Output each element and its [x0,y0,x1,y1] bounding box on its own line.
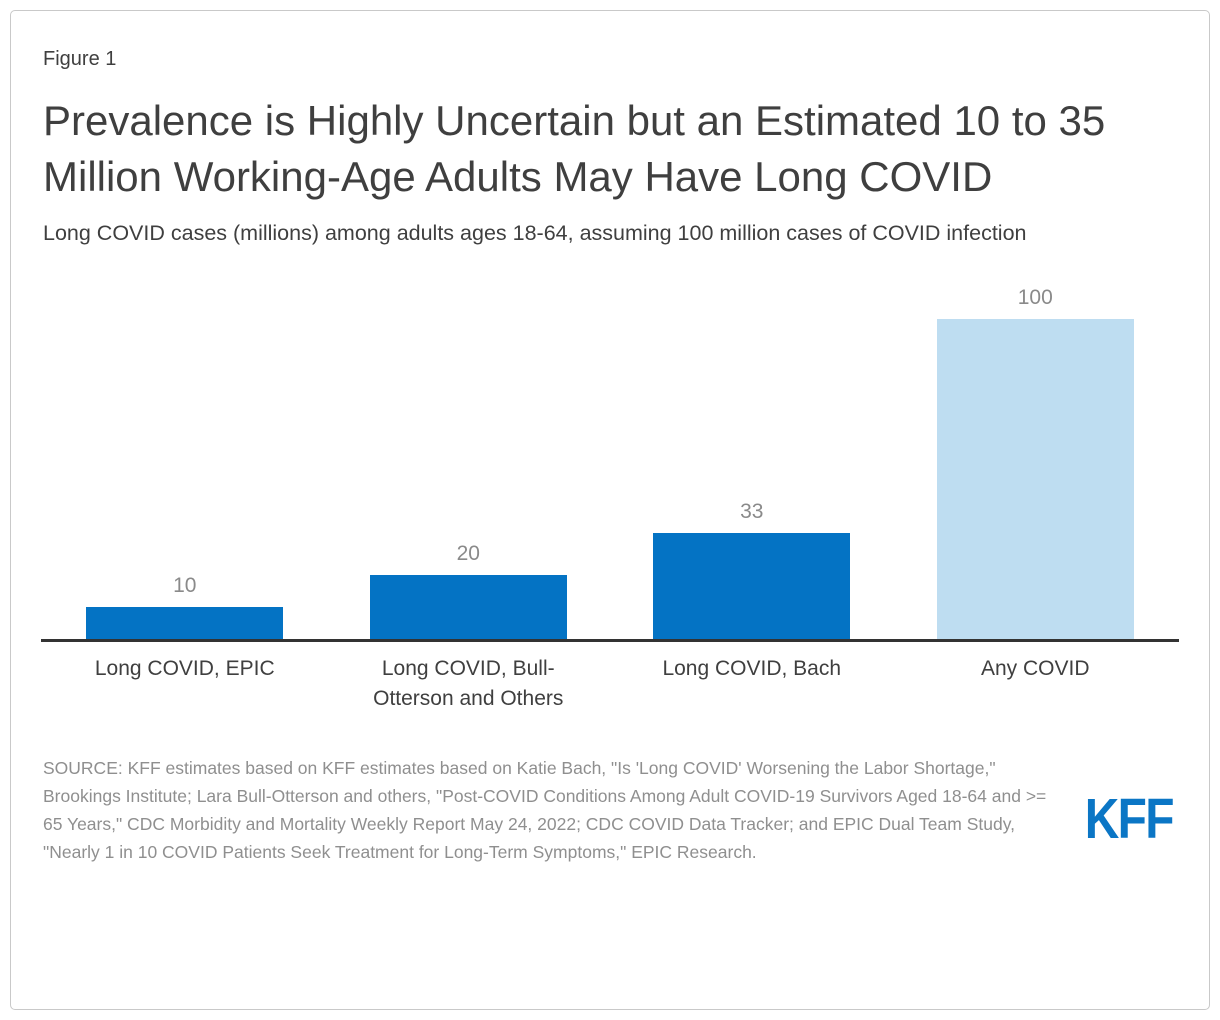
bar-slot: 100 [894,286,1178,639]
kff-logo: KFF [1084,787,1175,851]
bar [369,575,567,639]
x-axis-line [41,639,1179,642]
x-axis-label-text: Long COVID, Bull-Otterson and Others [373,657,564,710]
figure-label: Figure 1 [43,48,117,70]
bar-slot: 10 [43,574,327,639]
x-axis-labels: Long COVID, EPIC Long COVID, Bull-Otterso… [43,654,1177,714]
bar [86,607,284,639]
footer: SOURCE: KFF estimates based on KFF estim… [43,754,1177,866]
plot-area: 10 20 33 100 [43,272,1177,639]
x-axis-label-text: Long COVID, EPIC [94,657,275,680]
source-text: SOURCE: KFF estimates based on KFF estim… [43,758,1047,862]
kff-figure-card: Figure 1 Prevalence is Highly Uncertain … [10,10,1210,1010]
chart-title: Prevalence is Highly Uncertain but an Es… [43,97,1106,200]
bar [936,319,1134,639]
x-axis-label: Long COVID, EPIC [43,654,327,714]
chart-subtitle: Long COVID cases (millions) among adults… [43,221,1027,245]
x-axis-label: Long COVID, Bach [610,654,894,714]
bar [653,533,851,639]
x-axis-label: Long COVID, Bull-Otterson and Others [327,654,611,714]
x-axis-label-text: Any COVID [980,657,1090,680]
bar-value-label: 100 [1017,286,1053,309]
x-axis-label: Any COVID [894,654,1178,714]
bar-slot: 33 [610,500,894,639]
bar-slot: 20 [327,542,611,639]
bar-value-label: 20 [456,542,480,565]
bar-value-label: 33 [740,500,764,524]
bar-value-label: 10 [173,574,197,597]
bar-chart: 10 20 33 100 Long COVID, EPIC Long COVID, Bu… [41,272,1179,714]
x-axis-label-text: Long COVID, Bach [662,657,842,680]
